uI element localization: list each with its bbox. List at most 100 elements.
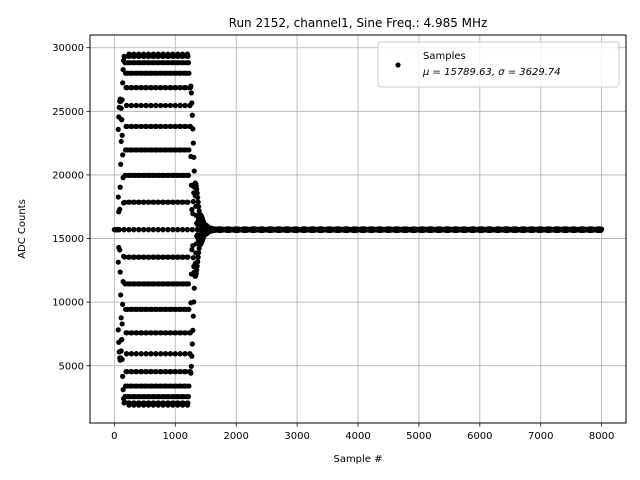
y-tick-label: 20000 (52, 170, 84, 181)
data-point (143, 369, 150, 375)
data-point (118, 292, 124, 298)
data-point (175, 199, 181, 205)
data-point (126, 400, 133, 406)
data-point (156, 254, 162, 260)
legend-box (377, 41, 620, 88)
data-point (165, 254, 172, 260)
x-tick-label: 6000 (467, 431, 492, 442)
data-point (153, 85, 159, 91)
data-point (163, 85, 169, 91)
data-point (129, 369, 135, 375)
data-point (141, 227, 147, 233)
data-point (177, 102, 183, 109)
data-point (131, 53, 137, 59)
data-point (170, 227, 176, 233)
data-point (118, 105, 124, 111)
data-point (131, 227, 137, 233)
data-point (190, 255, 196, 261)
data-point (129, 85, 135, 91)
grid (90, 35, 626, 423)
data-point (168, 123, 174, 130)
data-point (167, 351, 173, 357)
legend-marker (395, 62, 401, 68)
x-tick-label: 1000 (163, 431, 188, 442)
data-point (189, 112, 195, 118)
data-point (143, 85, 150, 91)
data-point (133, 351, 139, 357)
data-point (120, 301, 126, 307)
data-point (163, 369, 169, 375)
data-point (190, 327, 196, 333)
data-point (185, 199, 191, 205)
data-point (185, 400, 191, 406)
y-axis-label: ADC Counts (17, 199, 28, 259)
data-point (185, 172, 192, 178)
data-point (182, 102, 188, 109)
data-point (170, 400, 176, 406)
data-point (153, 123, 159, 130)
data-point (167, 102, 173, 109)
data-point (168, 330, 174, 336)
data-point (173, 369, 179, 375)
data-point (168, 369, 174, 375)
data-point (118, 315, 124, 321)
data-point (148, 369, 154, 375)
data-point (126, 227, 132, 233)
data-point (160, 254, 167, 260)
y-tick-label: 5000 (59, 361, 84, 372)
data-point (191, 168, 197, 174)
data-point (160, 400, 167, 406)
data-point (143, 351, 149, 357)
data-point (119, 132, 125, 138)
x-tick-label: 3000 (284, 431, 309, 442)
data-point (196, 203, 202, 210)
data-point (175, 400, 181, 406)
data-point (117, 206, 123, 212)
data-point (136, 53, 142, 59)
data-point (158, 85, 164, 91)
data-point (173, 123, 179, 130)
data-point (172, 351, 178, 357)
x-axis-label: Sample # (333, 454, 382, 465)
data-point (122, 199, 128, 205)
data-point (182, 369, 189, 375)
data-point (151, 254, 157, 260)
data-point (158, 351, 164, 357)
x-axis-ticks: 0 1000 2000 3000 4000 5000 6000 7000 8000 (111, 423, 614, 442)
data-point (191, 154, 197, 160)
data-point (155, 227, 161, 233)
data-point (121, 227, 127, 233)
data-point (175, 227, 181, 233)
data-point (189, 206, 195, 213)
data-point (126, 254, 133, 260)
data-point (136, 227, 142, 233)
data-point (123, 351, 130, 357)
data-point (170, 254, 176, 260)
data-point (134, 330, 140, 336)
data-point (116, 227, 122, 233)
data-point (146, 400, 152, 406)
data-point (191, 285, 197, 291)
data-point (195, 259, 201, 265)
data-point (190, 126, 196, 132)
data-point (180, 400, 186, 406)
data-point (175, 254, 181, 260)
data-point (146, 254, 152, 260)
data-point (146, 199, 152, 205)
data-point (175, 53, 181, 59)
data-point (190, 313, 196, 319)
data-point (194, 186, 200, 192)
data-point (151, 400, 157, 406)
data-point (180, 199, 186, 205)
data-point (124, 85, 130, 91)
data-point (188, 90, 194, 96)
data-point (134, 369, 140, 375)
data-point (163, 123, 169, 130)
data-point (185, 60, 192, 66)
data-point (186, 147, 192, 153)
data-point (136, 199, 142, 205)
data-point (119, 97, 125, 103)
data-point (186, 70, 192, 76)
data-point (599, 226, 605, 232)
data-point (119, 337, 125, 343)
